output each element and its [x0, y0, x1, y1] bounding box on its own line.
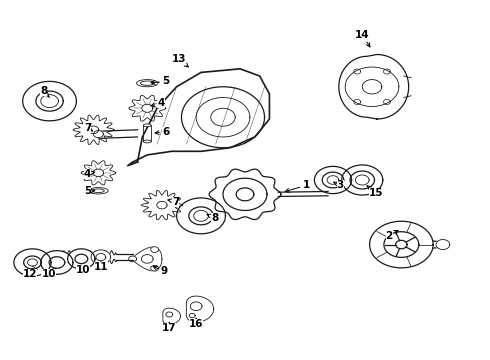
Text: 11: 11	[94, 262, 108, 272]
Text: 6: 6	[155, 127, 170, 137]
Polygon shape	[315, 166, 351, 194]
Polygon shape	[144, 125, 151, 141]
Text: 15: 15	[367, 186, 383, 198]
Ellipse shape	[89, 188, 108, 194]
Polygon shape	[76, 117, 111, 142]
Polygon shape	[369, 221, 433, 268]
Polygon shape	[176, 198, 225, 234]
Polygon shape	[142, 190, 182, 220]
Text: 13: 13	[172, 54, 188, 67]
Text: 16: 16	[189, 318, 203, 329]
Polygon shape	[145, 193, 179, 218]
Text: 5: 5	[84, 186, 95, 197]
Polygon shape	[433, 241, 445, 248]
Polygon shape	[186, 296, 214, 322]
Polygon shape	[209, 169, 281, 220]
Polygon shape	[91, 250, 111, 264]
Text: 2: 2	[386, 230, 398, 240]
Text: 7: 7	[84, 123, 93, 133]
Polygon shape	[128, 69, 270, 166]
Polygon shape	[68, 249, 95, 269]
Ellipse shape	[141, 81, 154, 85]
Polygon shape	[14, 249, 51, 276]
Polygon shape	[436, 239, 450, 249]
Ellipse shape	[137, 80, 158, 87]
Text: 14: 14	[355, 30, 370, 47]
Text: 7: 7	[168, 197, 179, 207]
Text: 5: 5	[151, 76, 170, 86]
Polygon shape	[94, 131, 103, 138]
Polygon shape	[98, 130, 138, 138]
Text: 8: 8	[40, 86, 49, 97]
Polygon shape	[163, 308, 180, 324]
Polygon shape	[212, 170, 278, 219]
Polygon shape	[73, 115, 114, 144]
Polygon shape	[81, 161, 116, 185]
Polygon shape	[116, 254, 133, 260]
Ellipse shape	[144, 140, 151, 143]
Polygon shape	[23, 81, 76, 121]
Text: 4: 4	[84, 168, 95, 179]
Text: 1: 1	[285, 180, 310, 192]
Polygon shape	[41, 251, 73, 274]
Text: 17: 17	[162, 323, 176, 333]
Polygon shape	[84, 162, 113, 184]
Ellipse shape	[144, 124, 151, 127]
Text: 3: 3	[334, 180, 344, 190]
Text: 8: 8	[207, 213, 219, 222]
Polygon shape	[129, 95, 166, 121]
Ellipse shape	[93, 189, 104, 193]
Polygon shape	[342, 165, 383, 195]
Text: 4: 4	[151, 98, 165, 108]
Polygon shape	[339, 54, 409, 119]
Text: 12: 12	[23, 269, 37, 279]
Polygon shape	[132, 97, 163, 120]
Text: 10: 10	[75, 265, 90, 275]
Polygon shape	[133, 247, 162, 271]
Text: 10: 10	[41, 269, 56, 279]
Polygon shape	[151, 265, 159, 271]
Text: 9: 9	[153, 266, 168, 276]
Polygon shape	[151, 247, 159, 252]
Polygon shape	[129, 256, 137, 262]
